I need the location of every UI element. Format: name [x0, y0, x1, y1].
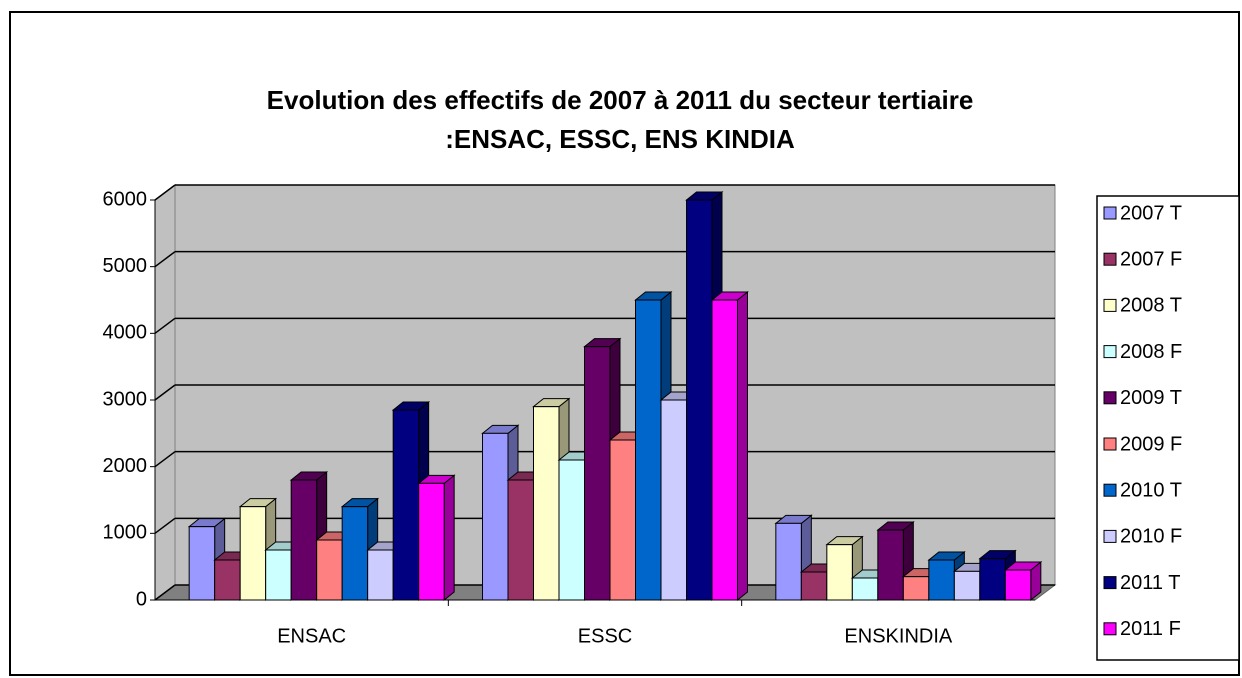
y-tick-label: 5000: [103, 255, 148, 277]
bar: [239, 506, 267, 601]
bar: [928, 559, 955, 601]
bar: [800, 571, 828, 601]
bar: [953, 570, 981, 601]
bar: [609, 439, 636, 601]
grid-line: [154, 184, 176, 201]
grid-line: [154, 384, 176, 401]
legend: [1096, 195, 1240, 661]
bar-side: [737, 290, 748, 602]
legend-label: 2011 T: [1120, 572, 1180, 594]
legend-label: 2010 T: [1120, 479, 1182, 501]
legend-label: 2008 F: [1120, 341, 1182, 363]
bar: [533, 406, 560, 601]
grid-line: [154, 517, 176, 534]
legend-label: 2008 T: [1120, 295, 1182, 317]
bar: [826, 544, 853, 601]
bar: [367, 549, 394, 601]
grid-line: [154, 451, 176, 468]
legend-swatch: [1103, 252, 1117, 266]
legend-swatch: [1103, 622, 1117, 636]
x-tick-label: ENSAC: [277, 625, 346, 647]
legend-label: 2007 F: [1120, 248, 1182, 270]
bar: [877, 529, 904, 601]
legend-label: 2009 T: [1120, 387, 1182, 409]
bar: [341, 506, 369, 601]
legend-swatch: [1103, 529, 1117, 543]
y-tick-label: 4000: [103, 322, 148, 344]
bar: [584, 346, 611, 601]
legend-swatch: [1103, 206, 1117, 220]
bar: [902, 576, 930, 601]
bar: [188, 526, 216, 601]
bar: [507, 479, 534, 601]
y-tick-label: 6000: [103, 188, 148, 210]
legend-label: 2007 T: [1120, 202, 1182, 224]
legend-label: 2010 F: [1120, 526, 1182, 548]
bar: [265, 549, 292, 601]
bar: [392, 409, 420, 601]
legend-label: 2011 F: [1120, 618, 1181, 640]
chart-title: Evolution des effectifs de 2007 à 2011 d…: [267, 85, 974, 115]
legend-swatch: [1103, 345, 1117, 359]
chart-title: :ENSAC, ESSC, ENS KINDIA: [445, 124, 795, 154]
bar: [851, 577, 879, 601]
grid-line: [154, 584, 176, 601]
y-tick-label: 1000: [103, 522, 148, 544]
y-tick-label: 3000: [103, 388, 148, 410]
bar: [418, 482, 445, 601]
y-tick-label: 2000: [103, 455, 148, 477]
legend-swatch: [1103, 576, 1117, 590]
bar: [635, 299, 662, 601]
bar: [711, 299, 738, 601]
x-tick-label: ENSKINDIA: [844, 625, 952, 647]
grid-line: [154, 317, 176, 334]
grid-line: [154, 251, 176, 268]
legend-swatch: [1103, 298, 1117, 312]
legend-label: 2009 F: [1120, 433, 1182, 455]
legend-swatch: [1103, 391, 1117, 405]
bar: [316, 539, 343, 601]
legend-swatch: [1103, 483, 1117, 497]
y-tick-label: 0: [136, 588, 147, 610]
bar: [979, 558, 1006, 601]
x-tick-label: ESSC: [578, 625, 632, 647]
bar: [214, 559, 241, 601]
bar: [290, 479, 318, 601]
bar: [660, 399, 687, 601]
bar: [686, 199, 713, 601]
bar: [558, 459, 585, 601]
bar: [775, 522, 802, 601]
bar: [1004, 569, 1032, 601]
bar: [482, 432, 509, 601]
legend-swatch: [1103, 437, 1117, 451]
bar-side: [443, 474, 455, 602]
